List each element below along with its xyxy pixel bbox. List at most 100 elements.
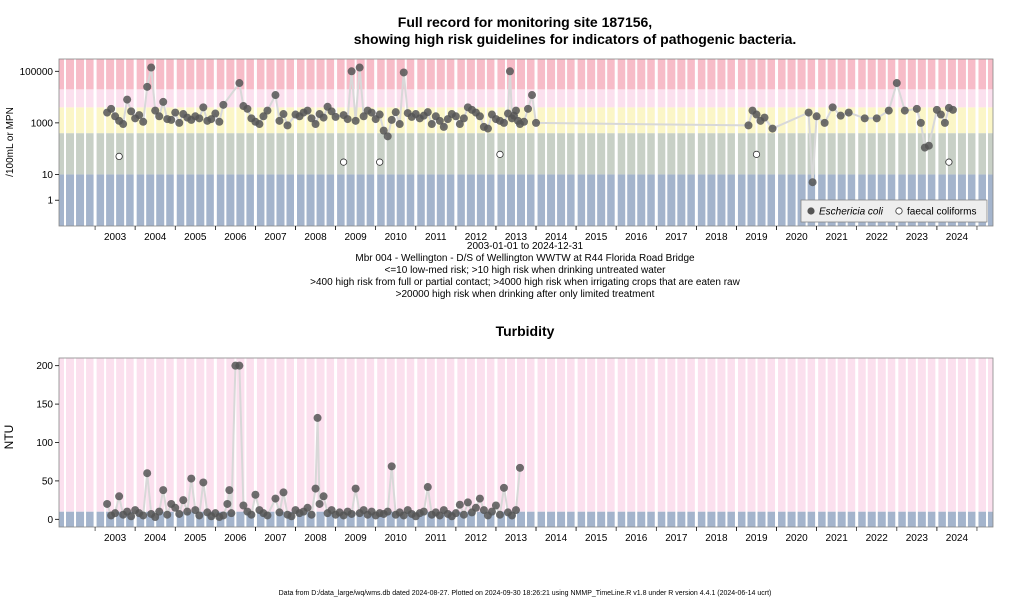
chart2-point [247, 510, 256, 519]
chart2-xtick-label: 2013 [505, 533, 528, 544]
chart1-point [459, 114, 468, 123]
chart2-point [223, 499, 232, 508]
chart1-point [936, 110, 945, 119]
chart1-xtick-label: 2006 [224, 232, 247, 243]
chart1-point [496, 150, 504, 158]
chart1-point [804, 108, 813, 117]
chart1-point [945, 158, 953, 166]
chart1-point [303, 106, 312, 115]
chart2-xtick-label: 2017 [665, 533, 688, 544]
chart1-point [151, 106, 160, 115]
chart1-point [900, 106, 909, 115]
chart2-xtick-label: 2011 [425, 533, 447, 544]
chart1-point [207, 115, 216, 124]
chart1-frame [58, 58, 994, 227]
chart1-xtick-label: 2016 [625, 232, 648, 243]
chart1-point [343, 115, 352, 124]
chart2-point [387, 462, 396, 471]
chart2-xtick-label: 2020 [785, 533, 808, 544]
chart1-point [255, 120, 264, 129]
chart2-point [111, 509, 120, 518]
chart1-point [439, 122, 448, 131]
chart2-ytick-label: 100 [36, 438, 53, 449]
chart2-point [383, 507, 392, 516]
chart2-point [313, 413, 322, 422]
chart1-point [505, 67, 514, 76]
chart1-date-range: 2003-01-01 to 2024-12-31 [467, 241, 584, 252]
chart1-point [820, 118, 829, 127]
chart2-point [155, 507, 164, 516]
chart1-ytick-label: 10 [42, 170, 54, 181]
chart1-ytick-label: 1000 [31, 118, 54, 129]
chart2-point [347, 509, 356, 518]
chart1-point [107, 104, 116, 113]
chart1-point [752, 150, 761, 158]
chart1-xtick-label: 2003 [104, 232, 127, 243]
chart2-point [227, 509, 236, 518]
chart1-site-label: Mbr 004 - Wellington - D/S of Wellington… [355, 253, 695, 264]
chart2-point [187, 474, 196, 483]
chart1-xtick-label: 2012 [465, 232, 488, 243]
chart2-ylabel: NTU [2, 425, 16, 450]
chart2-point [143, 469, 152, 478]
chart2-point [235, 361, 244, 370]
chart2-point [271, 494, 280, 503]
chart2-ytick-label: 200 [36, 361, 53, 372]
chart1-risk-note-3: >20000 high risk when drinking after onl… [396, 289, 655, 300]
chart2-xtick-label: 2004 [144, 533, 167, 544]
chart2-point [275, 508, 284, 517]
chart2-point [315, 499, 324, 508]
chart1-point [195, 114, 204, 123]
chart1-plot-area: 1 10 1000 100000 2003 2004 2005 2006 2007 2008 200… [20, 58, 994, 243]
chart1-point [455, 120, 464, 129]
chart2-point [115, 492, 124, 501]
chart1-point [311, 120, 320, 129]
chart2-point [195, 511, 204, 520]
chart1-ylabel: /100mL or MPN [5, 107, 16, 177]
chart1-point [383, 132, 392, 141]
chart1-point [147, 63, 156, 72]
chart1-xtick-label: 2015 [585, 232, 608, 243]
chart1-point [263, 106, 272, 115]
chart1-point [860, 114, 869, 123]
chart1-point [483, 124, 492, 133]
chart1-point [283, 121, 292, 130]
chart2-point [175, 509, 184, 518]
chart1-point [760, 113, 769, 122]
chart1-xtick-label: 2008 [304, 232, 327, 243]
chart1-point [199, 103, 208, 112]
chart2-point [163, 510, 172, 519]
chart1-point [355, 63, 364, 72]
chart1-point [435, 116, 444, 125]
chart1-xtick-label: 2017 [665, 232, 688, 243]
chart2-xtick-label: 2007 [264, 533, 287, 544]
chart1-point [532, 118, 541, 127]
chart1-point [351, 116, 360, 125]
chart2-point [455, 500, 464, 509]
chart2-point [239, 501, 248, 510]
chart2-xtick-label: 2018 [705, 533, 728, 544]
chart2-point [139, 511, 148, 520]
chart2-point [423, 483, 432, 492]
chart1-point [511, 106, 520, 115]
chart2-point [311, 484, 320, 493]
chart2-point [279, 488, 288, 497]
chart1-point [844, 108, 853, 117]
chart2-xtick-label: 2015 [585, 533, 608, 544]
chart2-xtick-label: 2008 [304, 533, 327, 544]
chart1-point [475, 112, 484, 121]
chart2-point [199, 478, 208, 487]
footer-note: Data from D:/data_large/wq/wms.db dated … [279, 590, 772, 597]
chart2-point [287, 512, 296, 521]
chart2-xtick-label: 2024 [946, 533, 969, 544]
chart1-xtick-label: 2019 [745, 232, 768, 243]
chart1-point [528, 91, 537, 100]
chart1-point [808, 178, 817, 187]
chart1-point [395, 120, 404, 129]
chart2-xtick-label: 2014 [545, 533, 568, 544]
chart1-point [331, 112, 340, 121]
chart1-point [319, 113, 328, 122]
chart1-point [211, 109, 220, 118]
chart1-ytick-label: 1 [47, 196, 53, 207]
chart2-point [419, 507, 428, 516]
